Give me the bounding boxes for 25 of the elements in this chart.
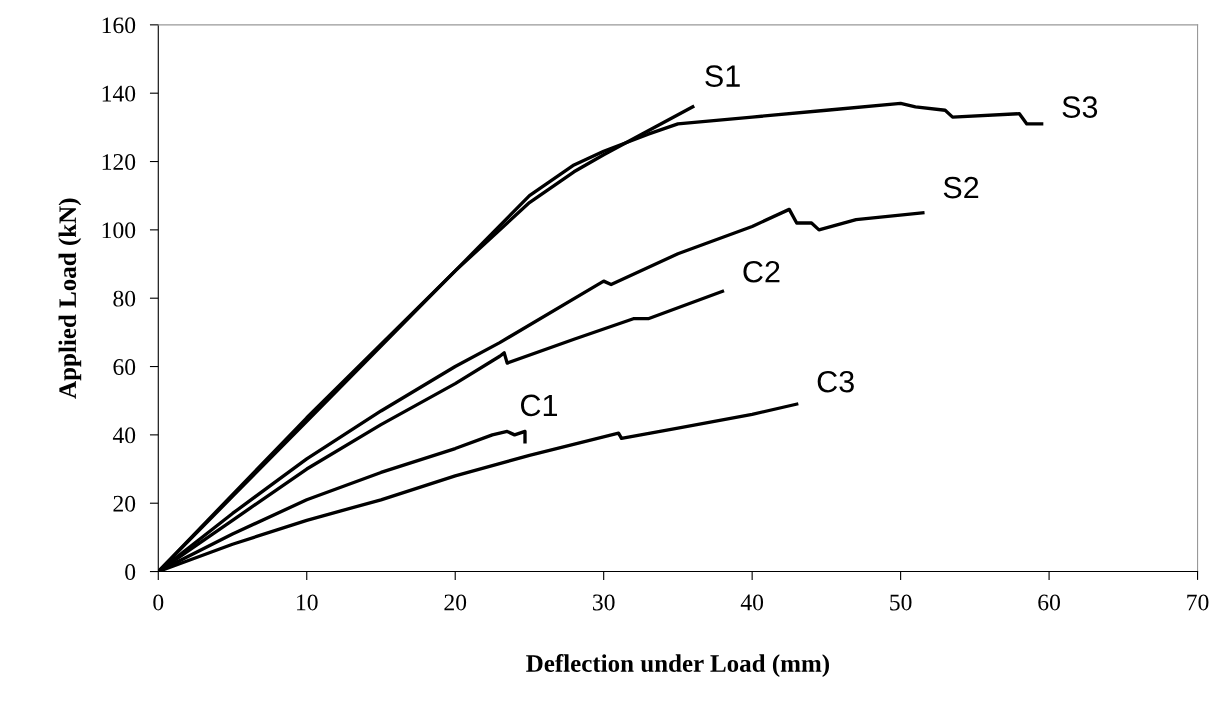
x-tick-label: 30 bbox=[593, 594, 615, 611]
y-tick-label: 60 bbox=[113, 359, 136, 375]
series-label: C3 bbox=[817, 370, 854, 393]
y-tick-label: 100 bbox=[102, 222, 136, 239]
x-tick-label: 40 bbox=[740, 594, 764, 611]
y-tick-label: 40 bbox=[112, 427, 136, 444]
x-tick-label: 10 bbox=[297, 594, 318, 611]
series-label: S1 bbox=[705, 65, 740, 87]
y-tick-label: 160 bbox=[102, 17, 136, 34]
y-tick-label: 0 bbox=[125, 564, 136, 580]
series-label: S3 bbox=[1062, 96, 1098, 118]
x-tick-label: 60 bbox=[1038, 594, 1060, 611]
y-tick-label: 140 bbox=[102, 85, 136, 102]
series-label: C2 bbox=[743, 260, 780, 283]
y-tick-label: 80 bbox=[113, 290, 136, 307]
x-tick-label: 20 bbox=[444, 594, 467, 611]
x-tick-label: 0 bbox=[153, 594, 164, 611]
x-tick-label: 50 bbox=[890, 594, 912, 611]
y-tick-label: 120 bbox=[102, 154, 136, 170]
x-tick-label: 70 bbox=[1187, 594, 1209, 611]
y-axis-title: Applied Load (kN) bbox=[58, 198, 82, 399]
series-label: S2 bbox=[943, 176, 979, 199]
x-axis-title: Deflection under Load (mm) bbox=[526, 654, 830, 677]
series-label: C1 bbox=[520, 394, 558, 417]
y-tick-label: 20 bbox=[113, 495, 136, 512]
